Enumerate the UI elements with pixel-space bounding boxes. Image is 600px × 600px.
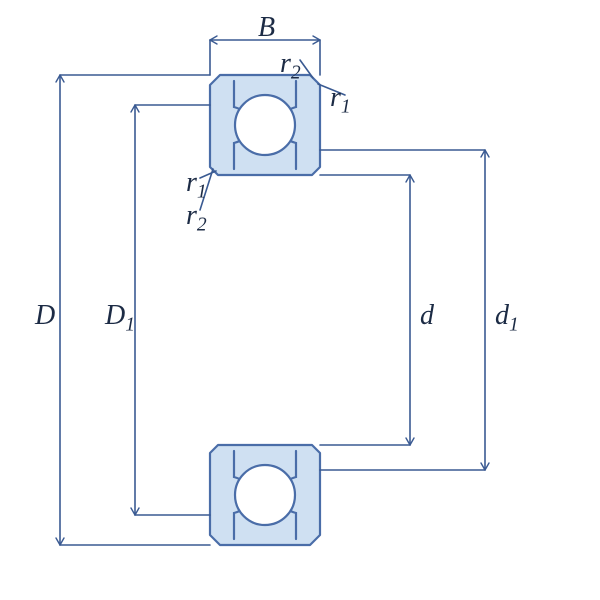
label-r2_top: r2	[280, 48, 301, 85]
diagram-stage: DD1Bdd1r2r1r1r2	[0, 0, 600, 600]
label-r2_inner_left-sub: 2	[197, 215, 207, 236]
label-r1_top-sub: 1	[341, 97, 351, 118]
label-r2_top-text: r	[280, 48, 291, 79]
label-D-text: D	[35, 300, 55, 331]
label-r2_inner_left: r2	[186, 200, 207, 237]
label-r1_inner_left: r1	[186, 167, 207, 204]
label-D1-sub: 1	[125, 315, 135, 336]
label-r2_inner_left-text: r	[186, 200, 197, 231]
label-r2_top-sub: 2	[291, 63, 301, 84]
label-d1-sub: 1	[509, 315, 519, 336]
label-r1_top: r1	[330, 82, 351, 119]
label-d1: d1	[495, 300, 519, 337]
label-D: D	[35, 300, 55, 332]
label-r1_top-text: r	[330, 82, 341, 113]
label-d-text: d	[420, 300, 434, 331]
label-d1-text: d	[495, 300, 509, 331]
label-B: B	[258, 12, 275, 44]
label-d: d	[420, 300, 434, 332]
label-B-text: B	[258, 12, 275, 43]
label-D1: D1	[105, 300, 135, 337]
label-r1_inner_left-text: r	[186, 167, 197, 198]
label-D1-text: D	[105, 300, 125, 331]
